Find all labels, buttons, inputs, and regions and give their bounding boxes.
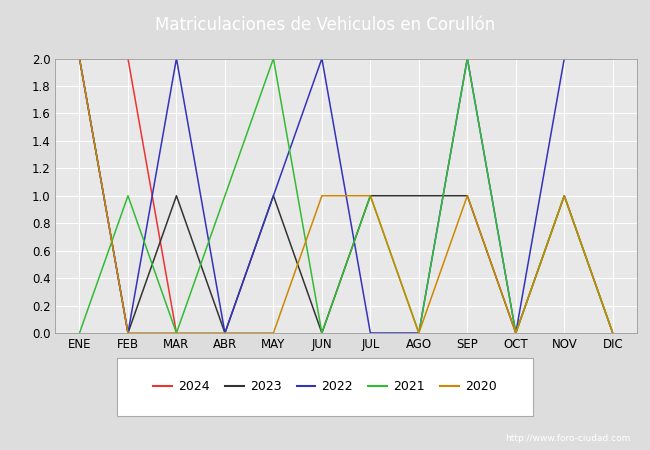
FancyBboxPatch shape — [117, 358, 533, 416]
2024 — [172, 330, 180, 336]
2022 — [124, 330, 132, 336]
2020 — [318, 193, 326, 198]
2023 — [560, 193, 568, 198]
2023 — [75, 56, 83, 61]
Line: 2022: 2022 — [79, 58, 613, 333]
2023 — [609, 330, 617, 336]
2021 — [512, 330, 520, 336]
Text: http://www.foro-ciudad.com: http://www.foro-ciudad.com — [505, 434, 630, 443]
2022 — [270, 193, 278, 198]
2022 — [221, 330, 229, 336]
2022 — [75, 56, 83, 61]
2022 — [415, 330, 422, 336]
Text: Matriculaciones de Vehiculos en Corullón: Matriculaciones de Vehiculos en Corullón — [155, 16, 495, 34]
2020 — [609, 330, 617, 336]
2020 — [560, 193, 568, 198]
2020 — [463, 193, 471, 198]
2023 — [367, 193, 374, 198]
2021 — [463, 56, 471, 61]
2021 — [270, 56, 278, 61]
2021 — [221, 193, 229, 198]
2023 — [221, 330, 229, 336]
2023 — [463, 193, 471, 198]
2022 — [560, 56, 568, 61]
2023 — [124, 330, 132, 336]
2023 — [318, 330, 326, 336]
2020 — [367, 193, 374, 198]
2022 — [172, 56, 180, 61]
2020 — [512, 330, 520, 336]
2023 — [512, 330, 520, 336]
2022 — [318, 56, 326, 61]
Line: 2024: 2024 — [79, 58, 176, 333]
2023 — [270, 193, 278, 198]
2021 — [172, 330, 180, 336]
Legend: 2024, 2023, 2022, 2021, 2020: 2024, 2023, 2022, 2021, 2020 — [150, 377, 500, 397]
2020 — [221, 330, 229, 336]
2024 — [124, 56, 132, 61]
2023 — [172, 193, 180, 198]
Line: 2021: 2021 — [79, 58, 613, 333]
2021 — [75, 330, 83, 336]
2021 — [415, 330, 422, 336]
2022 — [512, 330, 520, 336]
2023 — [415, 193, 422, 198]
Line: 2020: 2020 — [79, 58, 613, 333]
Line: 2023: 2023 — [79, 58, 613, 333]
2021 — [318, 330, 326, 336]
2020 — [75, 56, 83, 61]
2022 — [367, 330, 374, 336]
2021 — [367, 193, 374, 198]
2024 — [75, 56, 83, 61]
2021 — [609, 330, 617, 336]
2021 — [560, 193, 568, 198]
2020 — [172, 330, 180, 336]
2022 — [609, 56, 617, 61]
2022 — [463, 56, 471, 61]
2020 — [124, 330, 132, 336]
2021 — [124, 193, 132, 198]
2020 — [415, 330, 422, 336]
2020 — [270, 330, 278, 336]
